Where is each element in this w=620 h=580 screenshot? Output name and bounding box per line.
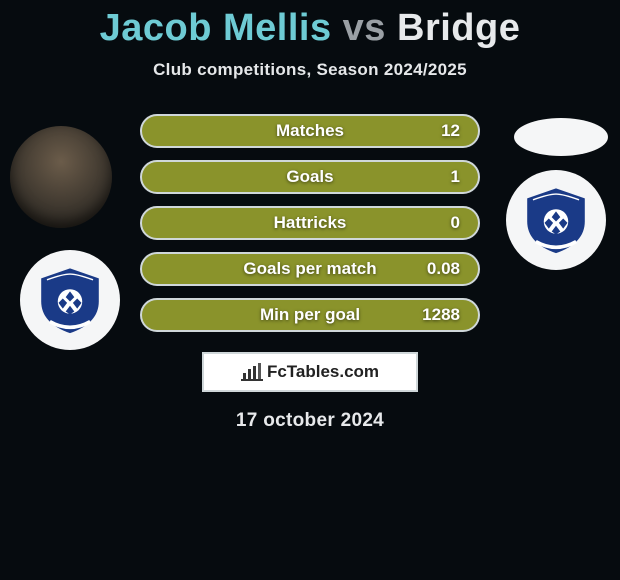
bar-chart-icon: [241, 363, 263, 381]
date-label: 17 october 2024: [0, 410, 620, 432]
page-title: Jacob Mellis vs Bridge: [0, 8, 620, 50]
stat-label: Goals: [286, 167, 333, 187]
shield-icon: [34, 264, 106, 336]
player-1-avatar: [10, 126, 112, 228]
brand-text: FcTables.com: [267, 362, 379, 382]
subtitle: Club competitions, Season 2024/2025: [0, 60, 620, 80]
club-badge-left: [20, 250, 120, 350]
stat-value: 0: [451, 213, 460, 233]
player-1-name: Jacob Mellis: [100, 7, 332, 49]
player-2-name: Bridge: [397, 7, 520, 49]
stat-row-goals-per-match: Goals per match 0.08: [140, 252, 480, 286]
player-2-avatar: [514, 118, 608, 156]
club-badge-right: [506, 170, 606, 270]
comparison-card: Jacob Mellis vs Bridge Club competitions…: [0, 0, 620, 432]
stat-label: Matches: [276, 121, 344, 141]
stat-value: 12: [441, 121, 460, 141]
stat-value: 0.08: [427, 259, 460, 279]
stat-value: 1: [451, 167, 460, 187]
stat-row-min-per-goal: Min per goal 1288: [140, 298, 480, 332]
stat-label: Goals per match: [243, 259, 376, 279]
stat-label: Hattricks: [274, 213, 347, 233]
vs-label: vs: [343, 7, 386, 49]
stat-label: Min per goal: [260, 305, 360, 325]
stat-row-hattricks: Hattricks 0: [140, 206, 480, 240]
shield-icon: [520, 184, 592, 256]
stat-row-matches: Matches 12: [140, 114, 480, 148]
stat-row-goals: Goals 1: [140, 160, 480, 194]
stat-value: 1288: [422, 305, 460, 325]
brand-box: FcTables.com: [202, 352, 418, 392]
